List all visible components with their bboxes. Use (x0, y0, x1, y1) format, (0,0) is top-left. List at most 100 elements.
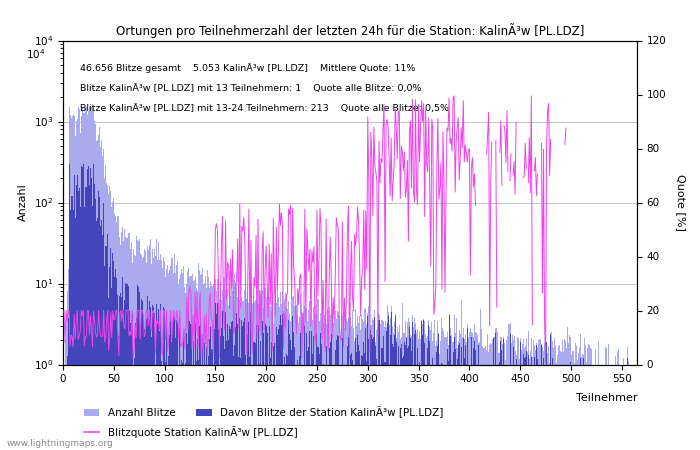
Bar (445, 337, 447, 450)
Bar (152, 248, 153, 450)
Bar (507, 340, 508, 450)
Bar (279, 325, 280, 450)
Bar (230, 329, 231, 450)
Bar (342, 315, 343, 450)
Bar (293, 297, 294, 450)
Line: Blitzquote Station KalinÃ³w [PL.LDZ]: Blitzquote Station KalinÃ³w [PL.LDZ] (64, 96, 580, 363)
Bar (107, 184, 108, 450)
Bar (421, 320, 422, 450)
Bar (215, 303, 216, 450)
Bar (462, 364, 463, 450)
Bar (533, 340, 534, 450)
Bar (417, 348, 418, 450)
Bar (154, 249, 155, 450)
Bar (239, 300, 240, 450)
Bar (505, 360, 507, 450)
Bar (202, 268, 203, 450)
Bar (420, 339, 421, 450)
Bar (181, 360, 183, 450)
Bar (488, 433, 489, 450)
Bar (371, 324, 372, 450)
Bar (414, 333, 415, 450)
Bar (140, 336, 141, 450)
Bar (532, 425, 533, 450)
Bar (445, 369, 447, 450)
Bar (260, 292, 262, 450)
Bar (395, 342, 397, 450)
Bar (422, 324, 423, 450)
Bar (195, 361, 197, 450)
Bar (271, 311, 272, 450)
Bar (595, 349, 596, 450)
Bar (402, 356, 404, 450)
Bar (547, 366, 548, 450)
Bar (412, 315, 413, 450)
Bar (381, 373, 382, 450)
Bar (204, 366, 206, 450)
Bar (188, 268, 190, 450)
Bar (267, 367, 269, 450)
Bar (426, 398, 427, 450)
Bar (293, 332, 294, 450)
Bar (139, 239, 140, 450)
Bar (360, 391, 361, 450)
Bar (170, 266, 172, 450)
Bar (481, 329, 482, 450)
Bar (290, 321, 291, 450)
Bar (330, 334, 332, 450)
Bar (145, 328, 146, 450)
Bar (224, 349, 225, 450)
Bar (384, 320, 386, 450)
Bar (555, 346, 556, 450)
Bar (524, 348, 525, 450)
Bar (512, 340, 514, 450)
Bar (548, 389, 549, 450)
Bar (554, 338, 555, 450)
Bar (401, 337, 402, 450)
Bar (240, 303, 241, 450)
Bar (361, 315, 362, 450)
Bar (510, 387, 512, 450)
Bar (295, 310, 296, 450)
Bar (169, 270, 170, 450)
Bar (106, 183, 107, 450)
Bar (197, 264, 199, 450)
Bar (309, 302, 310, 450)
Bar (508, 324, 510, 450)
Bar (475, 332, 476, 450)
Bar (299, 317, 300, 450)
Bar (166, 269, 167, 450)
Bar (287, 309, 288, 450)
Bar (90, 107, 91, 450)
Bar (217, 303, 218, 450)
Bar (579, 347, 580, 450)
Bar (428, 320, 429, 450)
Bar (92, 206, 93, 450)
Bar (101, 220, 102, 450)
Bar (480, 310, 481, 450)
Bar (136, 285, 138, 450)
Bar (566, 348, 568, 450)
Bar (132, 249, 134, 450)
Bar (366, 324, 368, 450)
Bar (262, 308, 264, 450)
Bar (435, 346, 436, 450)
Bar (246, 416, 247, 450)
Bar (323, 315, 325, 450)
Bar (305, 309, 307, 450)
Bar (120, 292, 121, 450)
Bar (188, 315, 190, 450)
Bar (512, 347, 514, 450)
Bar (300, 333, 301, 450)
Bar (92, 110, 93, 450)
Bar (541, 344, 542, 450)
Bar (246, 299, 247, 450)
Bar (575, 346, 577, 450)
Bar (570, 362, 571, 450)
Bar (487, 386, 488, 450)
Bar (175, 273, 176, 450)
Bar (118, 336, 120, 450)
Bar (564, 339, 566, 450)
Bar (294, 346, 295, 450)
Bar (500, 338, 501, 450)
